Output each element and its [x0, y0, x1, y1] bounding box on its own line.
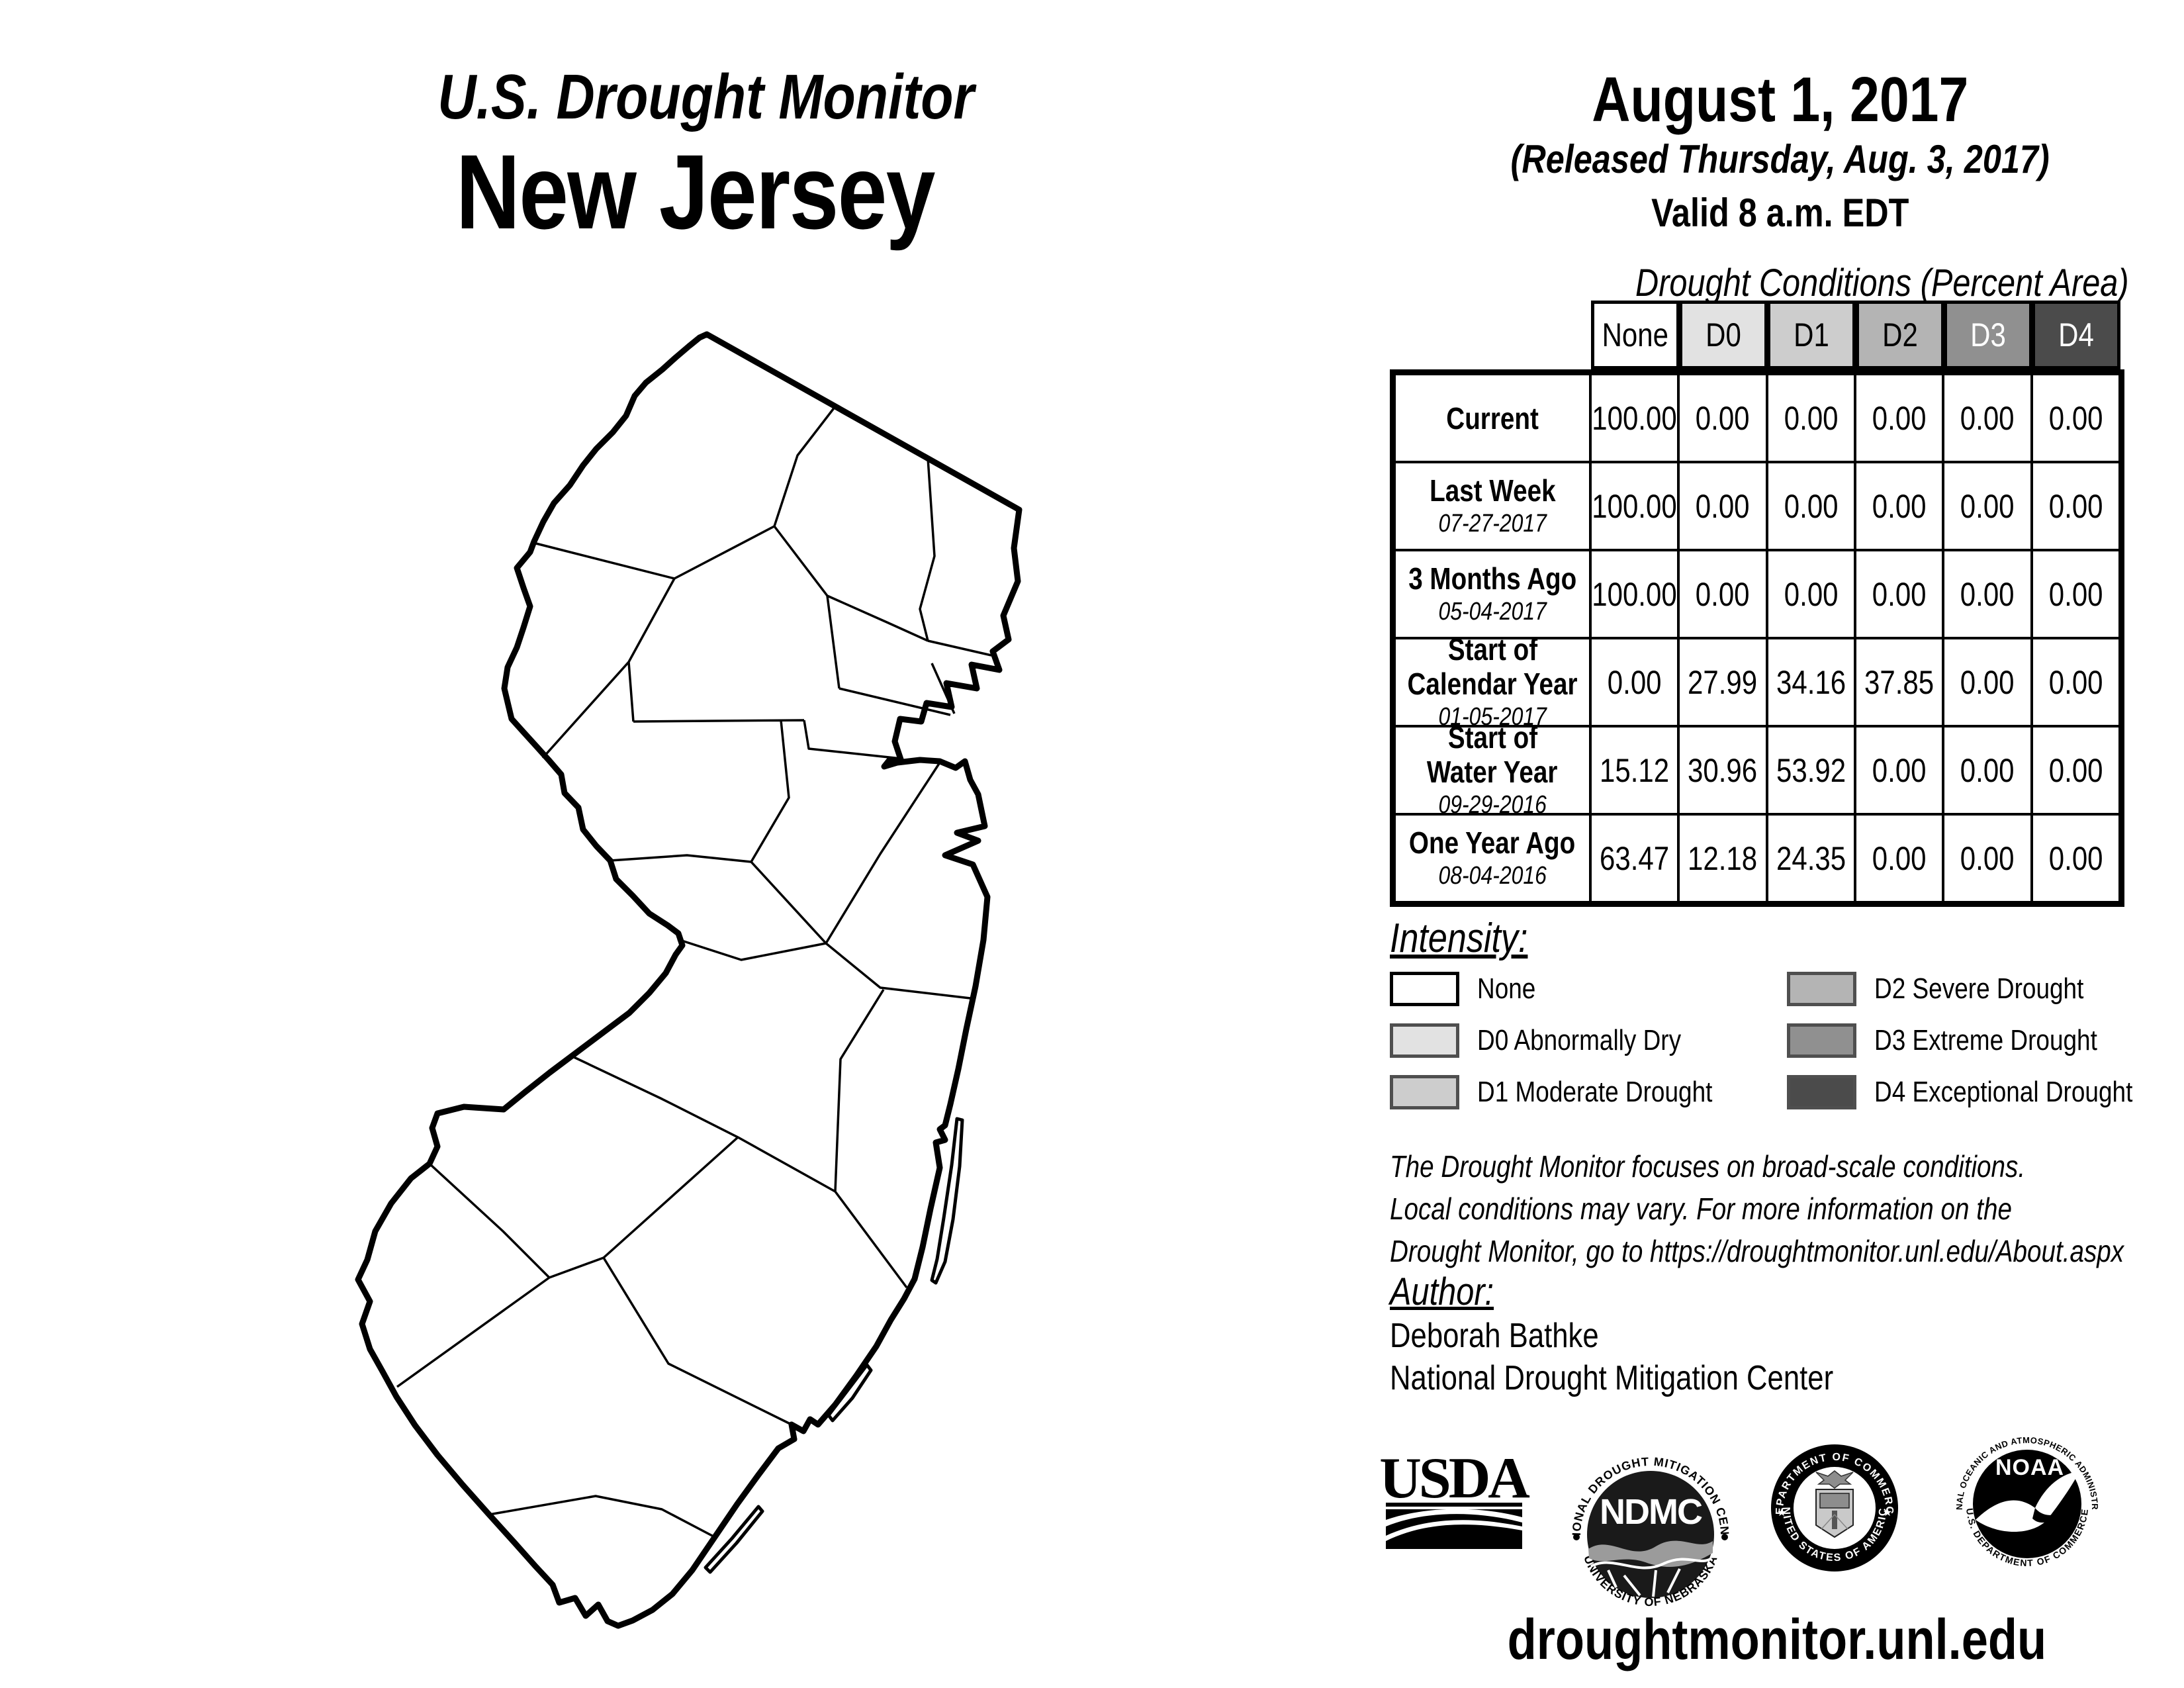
table-value: 15.12 [1592, 727, 1678, 813]
valid-time: Valid 8 a.m. EDT [1651, 191, 1909, 235]
row-header: Last Week 07-27-2017 [1396, 463, 1589, 549]
release-date: (Released Thursday, Aug. 3, 2017) [1510, 137, 2050, 181]
table-value: 0.00 [1944, 463, 2030, 549]
author-heading: Author: [1390, 1270, 1494, 1313]
noaa-logo: NATIONAL OCEANIC AND ATMOSPHERIC ADMINIS… [1954, 1435, 2100, 1568]
table-value: 0.00 [1680, 375, 1766, 461]
state-outline [355, 331, 1023, 1629]
legend-label-d1: D1 Moderate Drought [1477, 1076, 1713, 1108]
row-header: Start of Calendar Year 01-05-2017 [1396, 639, 1589, 725]
table-value: 0.00 [2032, 375, 2118, 461]
table-value: 0.00 [1944, 375, 2030, 461]
table-value: 0.00 [1680, 463, 1766, 549]
svg-text:★: ★ [1883, 1507, 1892, 1519]
website-url: droughtmonitor.unl.edu [1507, 1608, 2047, 1671]
legend-swatch-none [1390, 972, 1459, 1006]
table-value: 0.00 [1944, 816, 2030, 901]
commerce-seal-logo: DEPARTMENT OF COMMERCE UNITED STATES OF … [1771, 1444, 1898, 1571]
table-value: 0.00 [2032, 463, 2118, 549]
table-value: 0.00 [1856, 816, 1942, 901]
table-value: 0.00 [1856, 551, 1942, 637]
table-value: 0.00 [1856, 463, 1942, 549]
table-value: 0.00 [1768, 375, 1854, 461]
legend-swatch-d2 [1787, 972, 1856, 1006]
table-value: 30.96 [1680, 727, 1766, 813]
new-jersey-map [355, 331, 1023, 1629]
eagle-icon [1815, 1470, 1854, 1489]
table-value: 0.00 [2032, 551, 2118, 637]
table-value: 100.00 [1592, 375, 1678, 461]
legend-heading: Intensity: [1390, 915, 1528, 961]
legend-label-none: None [1477, 972, 1536, 1005]
table-value: 0.00 [1768, 551, 1854, 637]
state-name-title: New Jersey [455, 132, 936, 251]
table-value: 0.00 [1944, 727, 2030, 813]
table-value: 100.00 [1592, 463, 1678, 549]
table-value: 34.16 [1768, 639, 1854, 725]
table-value: 0.00 [1944, 551, 2030, 637]
column-header-d2: D2 [1856, 301, 1944, 369]
table-value: 0.00 [1944, 639, 2030, 725]
seagull-icon [1976, 1471, 2080, 1532]
row-header: Start of Water Year 09-29-2016 [1396, 727, 1589, 813]
svg-text:★: ★ [1777, 1507, 1786, 1519]
table-value: 27.99 [1680, 639, 1766, 725]
disclaimer-line-3: Drought Monitor, go to https://droughtmo… [1390, 1234, 2124, 1268]
table-value: 0.00 [1856, 375, 1942, 461]
table-value: 0.00 [1680, 551, 1766, 637]
table-value: 100.00 [1592, 551, 1678, 637]
column-header-d0: D0 [1679, 301, 1768, 369]
svg-text:NDMC: NDMC [1600, 1492, 1702, 1532]
table-value: 0.00 [1592, 639, 1678, 725]
column-header-d1: D1 [1767, 301, 1856, 369]
table-value: 37.85 [1856, 639, 1942, 725]
legend-swatch-d1 [1390, 1075, 1459, 1109]
legend-label-d0: D0 Abnormally Dry [1477, 1024, 1682, 1056]
legend-label-d2: D2 Severe Drought [1874, 972, 2084, 1005]
legend-swatch-d4 [1787, 1075, 1856, 1109]
table-value: 12.18 [1680, 816, 1766, 901]
legend-label-d4: D4 Exceptional Drought [1874, 1076, 2133, 1108]
author-organization: National Drought Mitigation Center [1390, 1359, 1834, 1397]
table-value: 0.00 [1768, 463, 1854, 549]
usda-logo: USDA [1379, 1446, 1532, 1549]
row-header: 3 Months Ago 05-04-2017 [1396, 551, 1589, 637]
legend-swatch-d3 [1787, 1023, 1856, 1058]
barrier-islands [704, 1117, 964, 1574]
report-title: U.S. Drought Monitor [437, 62, 975, 132]
map-date: August 1, 2017 [1592, 64, 1969, 135]
column-header-d4: D4 [2032, 301, 2120, 369]
ndmc-logo: NATIONAL DROUGHT MITIGATION CENTER UNIVE… [1570, 1455, 1731, 1609]
table-value: 0.00 [2032, 639, 2118, 725]
row-header: Current [1396, 375, 1589, 461]
county-boundaries [396, 405, 992, 1538]
column-header-none: None [1591, 301, 1680, 369]
table-value: 0.00 [1856, 727, 1942, 813]
author-name: Deborah Bathke [1390, 1317, 1599, 1355]
svg-text:NOAA: NOAA [1995, 1455, 2064, 1480]
table-value: 0.00 [2032, 727, 2118, 813]
column-header-d3: D3 [1944, 301, 2032, 369]
disclaimer-line-2: Local conditions may vary. For more info… [1390, 1192, 2012, 1226]
table-value: 0.00 [2032, 816, 2118, 901]
legend-swatch-d0 [1390, 1023, 1459, 1058]
row-header: One Year Ago 08-04-2016 [1396, 816, 1589, 901]
table-value: 24.35 [1768, 816, 1854, 901]
drought-conditions-table: Current 100.00 0.00 0.00 0.00 0.00 0.00 … [1390, 369, 2124, 907]
disclaimer-line-1: The Drought Monitor focuses on broad-sca… [1390, 1149, 2026, 1184]
table-value: 53.92 [1768, 727, 1854, 813]
table-value: 63.47 [1592, 816, 1678, 901]
table-title: Drought Conditions (Percent Area) [1635, 261, 2129, 305]
svg-text:USDA: USDA [1379, 1446, 1529, 1511]
legend-label-d3: D3 Extreme Drought [1874, 1024, 2097, 1056]
